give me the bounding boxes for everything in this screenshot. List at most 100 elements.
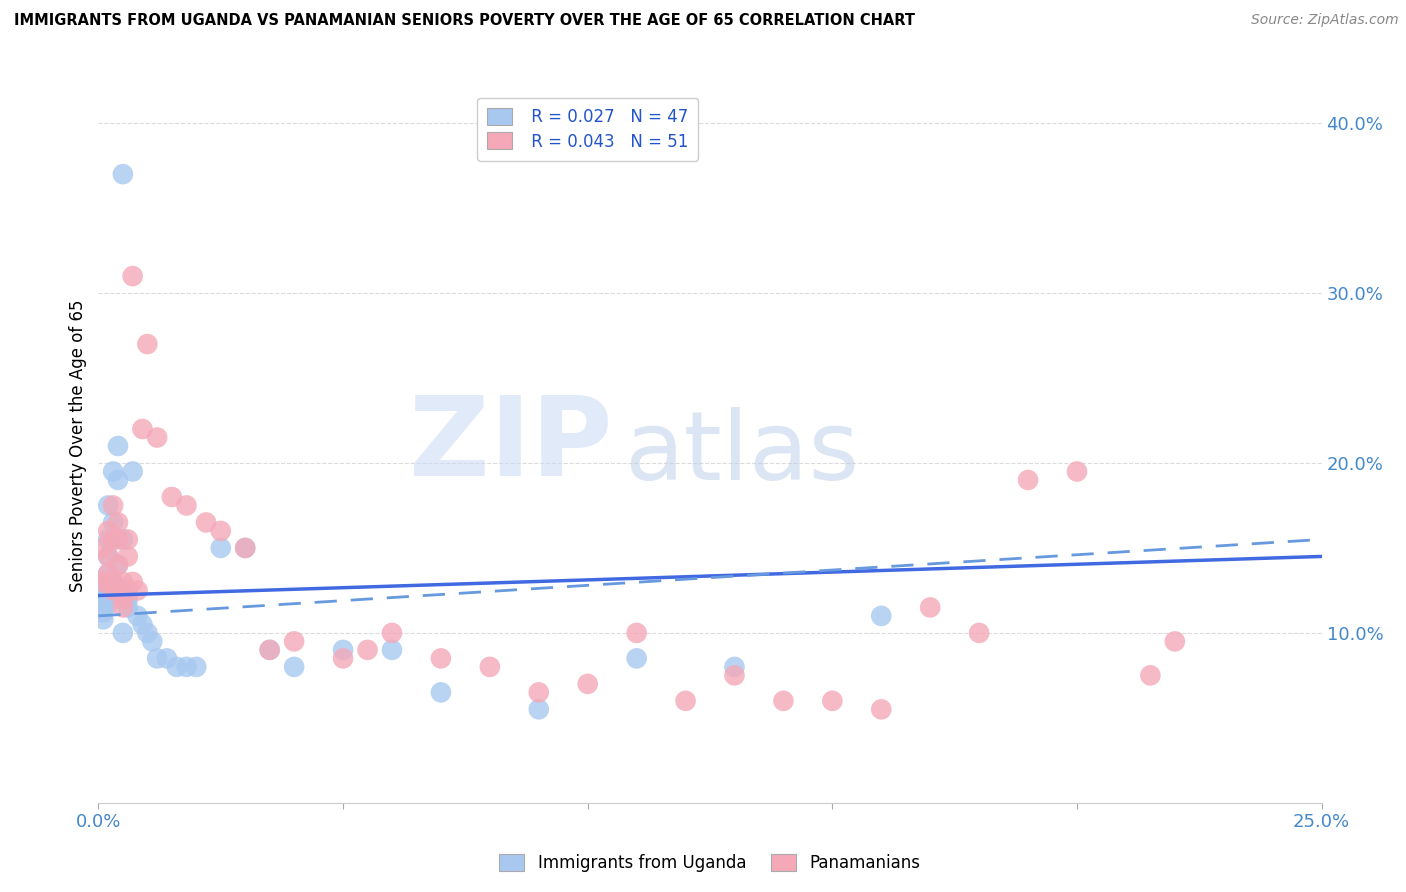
Point: [186, 660, 208, 674]
Point: [1066, 465, 1088, 479]
Point: [101, 533, 124, 547]
Point: [527, 685, 550, 699]
Point: [101, 583, 124, 598]
Text: IMMIGRANTS FROM UGANDA VS PANAMANIAN SENIORS POVERTY OVER THE AGE OF 65 CORRELAT: IMMIGRANTS FROM UGANDA VS PANAMANIAN SEN…: [14, 13, 915, 29]
Point: [97, 597, 120, 611]
Point: [626, 626, 648, 640]
Point: [430, 651, 453, 665]
Point: [626, 651, 648, 665]
Point: [156, 651, 179, 665]
Point: [870, 702, 893, 716]
Point: [107, 558, 129, 572]
Point: [1139, 668, 1161, 682]
Point: [107, 558, 129, 572]
Point: [209, 524, 232, 538]
Point: [97, 533, 120, 547]
Point: [91, 595, 114, 609]
Point: [117, 583, 139, 598]
Point: [283, 634, 305, 648]
Point: [97, 574, 120, 589]
Point: [101, 574, 124, 589]
Point: [527, 702, 550, 716]
Point: [101, 583, 124, 598]
Point: [91, 591, 114, 606]
Point: [141, 634, 163, 648]
Point: [131, 422, 153, 436]
Point: [127, 583, 149, 598]
Point: [478, 660, 501, 674]
Point: [209, 541, 232, 555]
Point: [97, 549, 120, 564]
Legend: Immigrants from Uganda, Panamanians: Immigrants from Uganda, Panamanians: [491, 846, 929, 880]
Point: [91, 574, 114, 589]
Point: [111, 574, 134, 589]
Point: [97, 524, 120, 538]
Point: [111, 626, 134, 640]
Point: [675, 694, 697, 708]
Point: [91, 574, 114, 589]
Point: [166, 660, 188, 674]
Point: [381, 626, 404, 640]
Y-axis label: Seniors Poverty Over the Age of 65: Seniors Poverty Over the Age of 65: [69, 300, 87, 592]
Point: [91, 612, 114, 626]
Point: [136, 337, 159, 351]
Point: [97, 566, 120, 581]
Point: [381, 643, 404, 657]
Point: [97, 499, 120, 513]
Point: [723, 660, 745, 674]
Point: [160, 490, 183, 504]
Point: [176, 499, 198, 513]
Point: [121, 269, 143, 284]
Point: [146, 651, 169, 665]
Point: [1164, 634, 1187, 648]
Point: [920, 600, 942, 615]
Point: [111, 591, 134, 606]
Text: ZIP: ZIP: [409, 392, 612, 500]
Point: [117, 591, 139, 606]
Point: [111, 600, 134, 615]
Point: [121, 465, 143, 479]
Point: [259, 643, 281, 657]
Point: [107, 533, 129, 547]
Point: [117, 600, 139, 615]
Point: [97, 566, 120, 581]
Point: [176, 660, 198, 674]
Point: [332, 643, 354, 657]
Point: [127, 608, 149, 623]
Point: [259, 643, 281, 657]
Text: atlas: atlas: [624, 407, 859, 500]
Point: [107, 516, 129, 530]
Point: [131, 617, 153, 632]
Point: [967, 626, 990, 640]
Point: [136, 626, 159, 640]
Point: [107, 473, 129, 487]
Point: [91, 541, 114, 555]
Point: [101, 574, 124, 589]
Point: [430, 685, 453, 699]
Point: [97, 589, 120, 603]
Point: [1017, 473, 1039, 487]
Point: [111, 583, 134, 598]
Point: [91, 600, 114, 615]
Point: [111, 167, 134, 181]
Point: [101, 516, 124, 530]
Text: Source: ZipAtlas.com: Source: ZipAtlas.com: [1251, 13, 1399, 28]
Point: [576, 677, 599, 691]
Point: [195, 516, 218, 530]
Point: [870, 608, 893, 623]
Point: [91, 606, 114, 620]
Point: [233, 541, 256, 555]
Point: [821, 694, 844, 708]
Point: [723, 668, 745, 682]
Point: [356, 643, 378, 657]
Point: [97, 549, 120, 564]
Point: [233, 541, 256, 555]
Point: [772, 694, 794, 708]
Point: [117, 549, 139, 564]
Point: [111, 533, 134, 547]
Point: [101, 465, 124, 479]
Point: [91, 583, 114, 598]
Point: [117, 533, 139, 547]
Point: [101, 499, 124, 513]
Point: [283, 660, 305, 674]
